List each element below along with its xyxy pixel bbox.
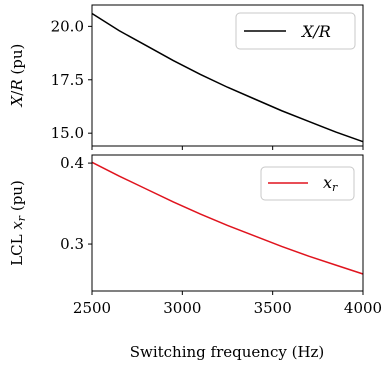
top-y-axis-label: X/R (pu) [8,44,26,108]
bottom-y-tick-label: 0.3 [60,235,84,253]
top-series-layer [91,12,364,143]
top-x-ticks [91,146,364,150]
x-tick-label: 3000 [163,299,201,317]
top-plot-frame [91,4,364,147]
bottom-series-line-0 [91,161,364,275]
bottom-y-ticks: 0.3 0.4 [60,154,92,253]
x-axis-label: Switching frequency (Hz) [130,343,325,361]
bottom-legend: xr [260,166,355,201]
bottom-y-tick-label: 0.4 [60,154,84,172]
bottom-y-axis-label: LCL xr (pu) [8,180,28,266]
top-y-tick-label: 20.0 [51,17,84,35]
x-tick-label: 3500 [254,299,292,317]
x-tick-label: 4000 [344,299,382,317]
x-tick-label: 2500 [73,299,111,317]
top-y-tick-label: 15.0 [51,124,84,142]
top-y-ticks: 15.0 17.5 20.0 [51,17,92,142]
top-series-line-0 [91,12,364,143]
bottom-plot-frame [91,154,364,292]
top-legend-label: X/R [300,22,331,41]
bottom-series-layer [91,161,364,275]
top-legend: X/R [235,12,356,50]
bottom-x-ticks: 2500 3000 3500 4000 [73,291,382,317]
top-panel: 15.0 17.5 20.0 X/R (pu) X/R [8,4,364,150]
top-legend-box [235,12,356,50]
top-y-tick-label: 17.5 [51,71,84,89]
bottom-panel: 0.3 0.4 2500 3000 3500 4000 LCL xr (pu) Swit… [8,154,382,361]
